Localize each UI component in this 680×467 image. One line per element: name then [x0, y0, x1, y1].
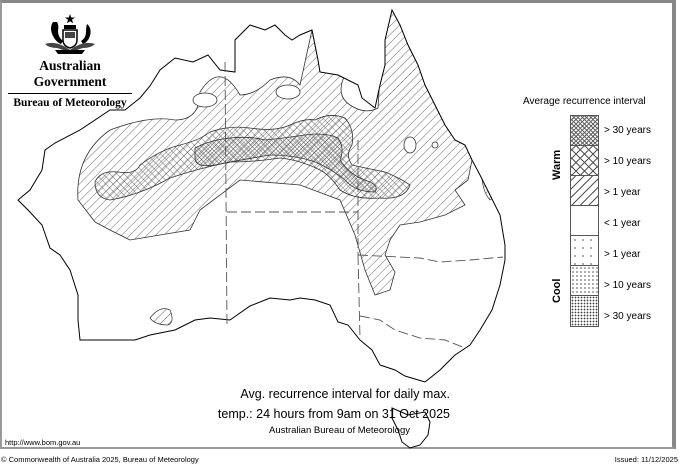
region-warm-gt30: [194, 133, 377, 193]
legend-swatch-warm-gt30: [571, 116, 598, 146]
legend-label: > 1 year: [604, 187, 641, 198]
legend-label: > 30 years: [604, 125, 651, 136]
legend-swatch-cool-gt10: [571, 266, 598, 296]
legend-swatch-warm-gt10: [571, 146, 598, 176]
legend-label: > 10 years: [604, 156, 651, 167]
map-caption-line1: Avg. recurrence interval for daily max.: [240, 387, 450, 401]
legend-swatch-cool-gt1: [571, 236, 598, 266]
government-name: Australian Government: [8, 58, 132, 94]
legend-swatch-lt1: [571, 206, 598, 236]
legend-swatches: [570, 115, 599, 327]
issued-date: Issued: 11/12/2025: [614, 455, 678, 464]
legend-label: < 1 year: [604, 218, 641, 229]
warm-group-label: Warm: [551, 149, 563, 180]
coat-of-arms-icon: [45, 14, 95, 54]
website-link[interactable]: http://www.bom.gov.au: [5, 438, 81, 447]
legend-title: Average recurrence interval: [523, 96, 646, 107]
tasmania: [391, 407, 431, 449]
copyright-notice: © Commonwealth of Australia 2025, Bureau…: [1, 455, 199, 464]
agency-name: Bureau of Meteorology: [13, 97, 127, 109]
legend-label: > 30 years: [604, 311, 651, 322]
legend-swatch-cool-gt30: [571, 296, 598, 326]
agency-logo: Australian Government Bureau of Meteorol…: [8, 12, 132, 111]
legend-label: > 10 years: [604, 280, 651, 291]
legend-label: > 1 year: [604, 249, 641, 260]
legend-swatch-warm-gt1: [571, 176, 598, 206]
cool-group-label: Cool: [551, 278, 563, 303]
map-caption-line2: temp.: 24 hours from 9am on 31 Oct 2025: [217, 407, 450, 421]
map-frame: [0, 0, 676, 449]
map-caption-source: Australian Bureau of Meteorology: [269, 425, 410, 436]
